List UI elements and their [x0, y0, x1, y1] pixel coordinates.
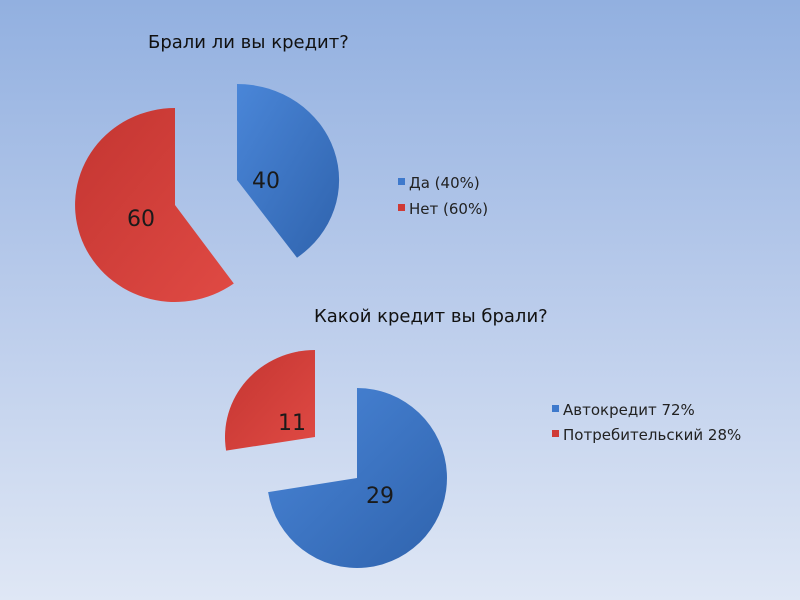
chart-2-label-consumer: 11	[278, 411, 306, 436]
chart-1-title: Брали ли вы кредит?	[148, 32, 349, 53]
chart-1-label-no: 60	[127, 207, 155, 232]
legend-swatch-auto	[552, 405, 559, 412]
chart-2-slice-auto	[268, 388, 447, 569]
legend-swatch-consumer	[552, 430, 559, 437]
chart-1-legend: Да (40%) Нет (60%)	[398, 174, 488, 218]
chart-2-title: Какой кредит вы брали?	[314, 306, 548, 327]
chart-1: Брали ли вы кредит? 40 60 Да (40%) Нет (…	[75, 32, 488, 302]
legend-swatch-no	[398, 204, 405, 211]
chart-1-slice-no	[75, 108, 234, 302]
legend-item-yes: Да (40%)	[409, 174, 480, 192]
chart-2-slice-consumer	[224, 349, 315, 451]
legend-item-auto: Автокредит 72%	[563, 401, 695, 419]
chart-1-label-yes: 40	[252, 169, 280, 194]
chart-2: Какой кредит вы брали? 29 11 Автокредит …	[224, 306, 741, 569]
legend-item-no: Нет (60%)	[409, 200, 488, 218]
chart-2-label-auto: 29	[366, 484, 394, 509]
chart-1-slice-yes	[237, 83, 340, 258]
chart-2-legend: Автокредит 72% Потребительский 28%	[552, 401, 741, 444]
legend-item-consumer: Потребительский 28%	[563, 426, 741, 444]
legend-swatch-yes	[398, 178, 405, 185]
